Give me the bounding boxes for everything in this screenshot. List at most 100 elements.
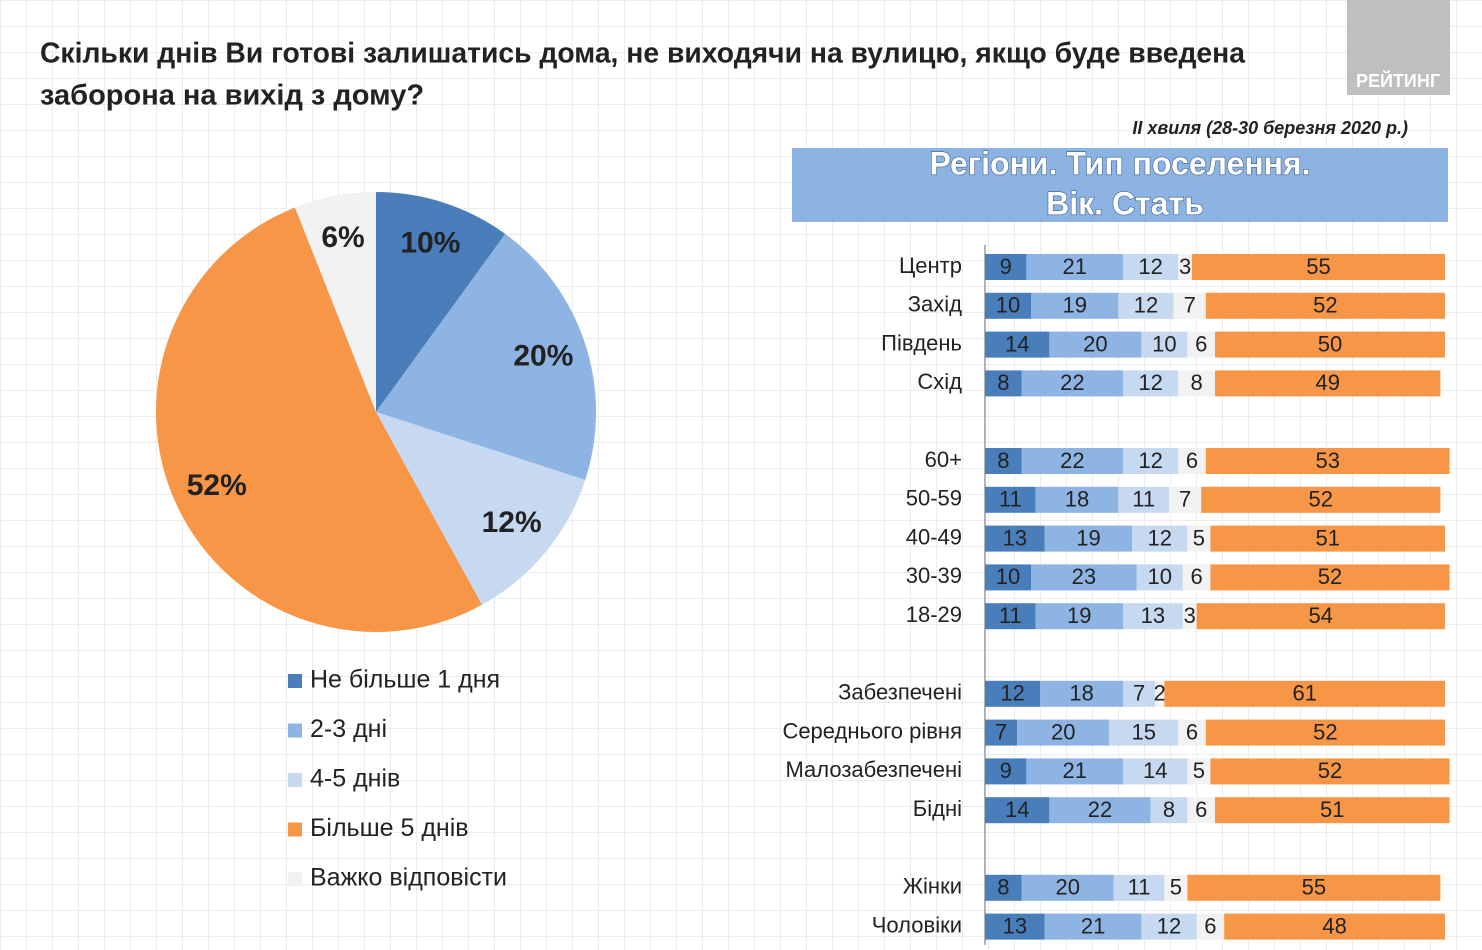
bar-segment: [1187, 525, 1211, 552]
data-label: 12: [1134, 293, 1158, 318]
data-label: 19: [1062, 293, 1086, 318]
bar-segment: [985, 874, 1022, 901]
category-label: Центр: [899, 253, 962, 278]
bar-segment: [1169, 486, 1202, 513]
bar-segment: [1164, 680, 1445, 707]
data-label: 61: [1292, 681, 1316, 706]
bar-segment: [1136, 564, 1183, 591]
bar-segment: [1224, 913, 1445, 940]
data-label: 6: [1190, 564, 1202, 589]
bar-segment: [1049, 331, 1142, 358]
pie-slice: [156, 207, 482, 633]
bar-segment: [1155, 680, 1165, 707]
bar-segment: [1187, 758, 1211, 785]
data-label: 5: [1170, 875, 1182, 900]
bar-segment: [1123, 370, 1179, 397]
bar-segment: [1118, 292, 1174, 319]
data-label: 21: [1062, 758, 1086, 783]
bar-segment: [985, 448, 1022, 474]
chart-title: Скільки днів Ви готові залишатись дома, …: [40, 38, 1246, 70]
category-label: 60+: [925, 447, 962, 472]
bar-segment: [985, 486, 1036, 513]
data-label: 5: [1193, 525, 1205, 550]
category-label: Схід: [917, 369, 962, 394]
data-label: 21: [1062, 254, 1086, 279]
bar-segment: [1210, 564, 1450, 591]
bar-segment: [985, 370, 1022, 397]
data-label: 52: [1313, 293, 1337, 318]
bar-segment: [1215, 370, 1441, 397]
data-label: 12: [1000, 681, 1024, 706]
data-label: 20%: [513, 340, 573, 373]
bar-segment: [1109, 719, 1179, 746]
chart-title: заборона на вихід з дому?: [40, 80, 424, 112]
data-label: 19: [1067, 603, 1091, 628]
bar-segment: [1196, 913, 1225, 940]
data-label: 6: [1204, 913, 1216, 938]
data-label: 3: [1179, 254, 1191, 279]
data-label: 11: [999, 487, 1022, 512]
data-label: 12: [1138, 370, 1162, 395]
bar-segment: [985, 254, 1027, 280]
category-label: 40-49: [906, 524, 962, 549]
data-label: 6: [1195, 331, 1207, 356]
data-label: 3: [1184, 603, 1196, 628]
bar-segment: [1035, 603, 1123, 630]
bar-segment: [1021, 874, 1114, 901]
bar-segment: [1205, 448, 1450, 474]
data-label: 51: [1320, 797, 1344, 822]
bar-segment: [985, 525, 1045, 552]
bar-segment: [1113, 874, 1165, 901]
category-label: Чоловіки: [872, 912, 962, 937]
data-label: 52%: [187, 469, 247, 502]
data-label: 8: [1163, 797, 1175, 822]
data-label: 49: [1315, 370, 1339, 395]
data-label: 8: [997, 875, 1009, 900]
bar-segment: [1178, 719, 1206, 746]
bar-segment: [985, 758, 1027, 785]
bar-segment: [1141, 913, 1197, 940]
bar-segment: [1210, 525, 1445, 552]
bar-segment: [1187, 797, 1215, 824]
legend-label: Важко відповісти: [310, 864, 507, 892]
bar-segment: [1205, 292, 1445, 319]
data-label: 10: [1152, 331, 1176, 356]
data-label: 7: [1184, 293, 1196, 318]
bar-segment: [985, 331, 1050, 358]
category-label: 50-59: [906, 486, 962, 511]
data-label: 51: [1315, 525, 1339, 550]
pie-slice: [295, 192, 376, 412]
data-label: 21: [1081, 913, 1105, 938]
bar-segment: [1017, 719, 1110, 746]
bar-segment: [1021, 370, 1123, 397]
legend-label: 2-3 дні: [310, 715, 387, 743]
data-label: 52: [1318, 564, 1342, 589]
legend-swatch: [288, 773, 302, 787]
bar-segment: [1150, 797, 1188, 824]
bar-segment: [985, 719, 1018, 746]
legend-swatch: [288, 723, 302, 738]
data-label: 6%: [321, 221, 364, 254]
bar-segment: [1215, 331, 1445, 358]
bar-segment: [1187, 331, 1215, 358]
bar-segment: [985, 797, 1050, 824]
bar-segment: [1049, 797, 1151, 824]
data-label: 55: [1302, 875, 1326, 900]
data-label: 18: [1069, 681, 1093, 706]
data-label: 6: [1195, 797, 1207, 822]
bar-segment: [1031, 292, 1119, 319]
bar-segment: [985, 603, 1036, 630]
data-label: 13: [1141, 603, 1165, 628]
header-box: [792, 148, 1448, 222]
logo: РЕЙТИНГ: [1356, 70, 1440, 91]
data-label: 12%: [482, 506, 542, 539]
bar-segment: [1178, 370, 1215, 397]
data-label: 54: [1309, 603, 1333, 628]
category-label: Забезпечені: [838, 680, 962, 705]
data-label: 12: [1148, 525, 1172, 550]
bar-segment: [1035, 486, 1119, 513]
data-label: 52: [1309, 487, 1333, 512]
data-label: 22: [1060, 370, 1084, 395]
bar-segment: [1178, 448, 1206, 474]
data-label: 12: [1138, 448, 1162, 473]
